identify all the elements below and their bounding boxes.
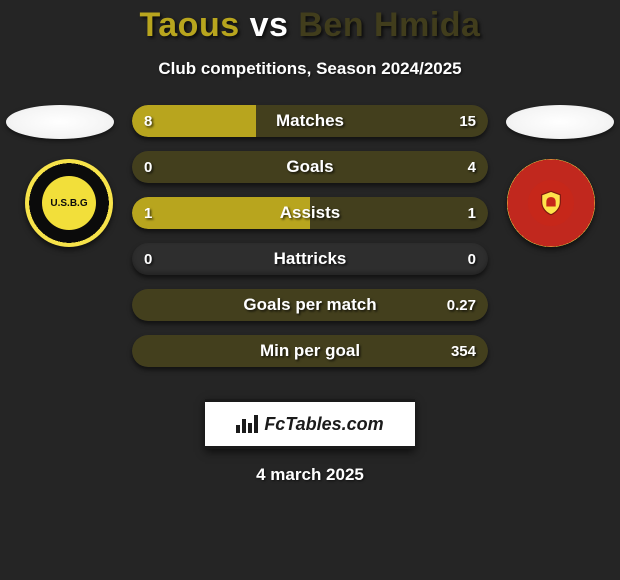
stat-label: Goals	[132, 151, 488, 183]
stat-row: Goals0 4	[132, 151, 488, 183]
stat-value-right: 354	[439, 335, 488, 367]
stat-value-right: 15	[447, 105, 488, 137]
shield-icon	[537, 189, 565, 217]
player-photo-right	[506, 105, 614, 139]
stat-value-left	[132, 335, 156, 367]
bar-chart-icon	[236, 415, 258, 433]
comparison-card: Taous vs Ben Hmida Club competitions, Se…	[0, 0, 620, 580]
stat-row: Matches8 15	[132, 105, 488, 137]
stat-value-left: 1	[132, 197, 164, 229]
club-crest-right-inner	[528, 180, 574, 226]
stat-row: Hattricks0 0	[132, 243, 488, 275]
generation-date: 4 march 2025	[0, 465, 620, 485]
stat-value-left: 0	[132, 151, 164, 183]
brand-card[interactable]: FcTables.com	[205, 399, 415, 449]
stat-value-right: 0	[456, 243, 488, 275]
player-photo-left	[6, 105, 114, 139]
title-player-left: Taous	[140, 6, 240, 44]
stat-row: Goals per match0.27	[132, 289, 488, 321]
title-vs: vs	[250, 6, 289, 44]
comparison-body: U.S.B.G Matches815Goals04Assists11Hattri…	[0, 105, 620, 381]
stat-value-left: 8	[132, 105, 164, 137]
stat-value-right: 0.27	[435, 289, 488, 321]
stat-label: Hattricks	[132, 243, 488, 275]
comparison-title: Taous vs Ben Hmida	[0, 6, 620, 45]
stat-row: Assists1 1	[132, 197, 488, 229]
title-player-right: Ben Hmida	[298, 6, 480, 44]
stat-value-right: 4	[456, 151, 488, 183]
stat-value-right: 1	[456, 197, 488, 229]
stat-bars: Matches815Goals04Assists11Hattricks00Goa…	[132, 105, 488, 381]
club-crest-left: U.S.B.G	[25, 159, 113, 247]
stat-row: Min per goal354	[132, 335, 488, 367]
stat-value-left	[132, 289, 156, 321]
stat-label: Min per goal	[132, 335, 488, 367]
brand-text: FcTables.com	[264, 414, 383, 435]
stat-label: Matches	[132, 105, 488, 137]
club-crest-right	[507, 159, 595, 247]
comparison-subtitle: Club competitions, Season 2024/2025	[0, 59, 620, 79]
stat-value-left: 0	[132, 243, 164, 275]
club-crest-left-inner: U.S.B.G	[42, 176, 96, 230]
stat-label: Assists	[132, 197, 488, 229]
